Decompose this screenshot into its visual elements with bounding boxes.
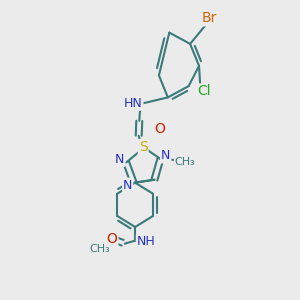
Text: Cl: Cl — [197, 84, 211, 98]
Text: Br: Br — [202, 11, 217, 25]
Text: N: N — [123, 178, 132, 192]
Text: S: S — [139, 140, 148, 154]
Text: CH₃: CH₃ — [89, 244, 110, 254]
Text: HN: HN — [124, 97, 142, 110]
Text: O: O — [154, 122, 165, 136]
Text: NH: NH — [137, 235, 155, 248]
Text: N: N — [161, 149, 170, 162]
Text: N: N — [115, 153, 124, 166]
Text: CH₃: CH₃ — [175, 157, 195, 167]
Text: O: O — [106, 232, 117, 246]
